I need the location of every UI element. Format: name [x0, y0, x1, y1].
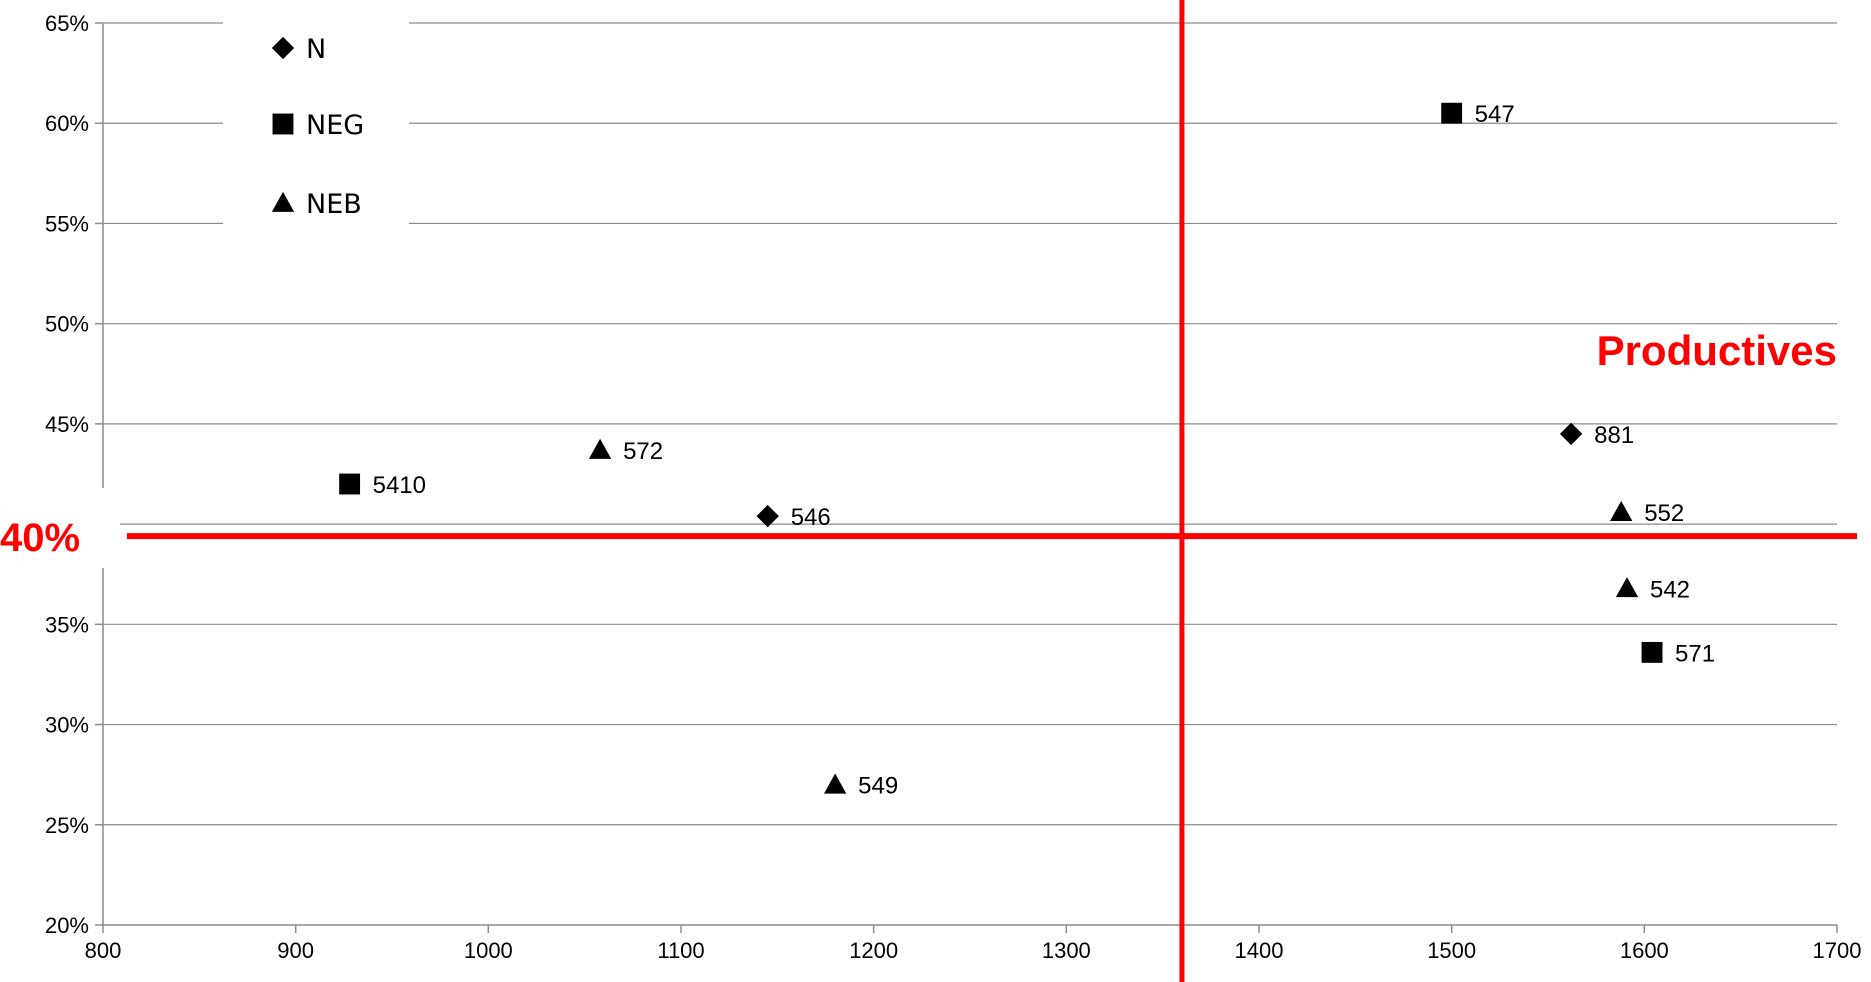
- y-tick-label: 65%: [45, 11, 89, 36]
- data-points: 546 881 5410 547 571 572 549 552 542: [339, 101, 1715, 800]
- y-tick-label: 35%: [45, 612, 89, 637]
- x-tick-label: 900: [277, 938, 314, 963]
- x-tick-label: 1500: [1427, 938, 1476, 963]
- point-triangle: [588, 438, 612, 459]
- axes: [95, 22, 1838, 933]
- point-label: 552: [1644, 500, 1684, 527]
- threshold-40-label: 40%: [0, 516, 80, 560]
- point-square: [1441, 102, 1463, 124]
- y-tick-label: 30%: [45, 713, 89, 738]
- x-tick-label: 1100: [657, 938, 704, 963]
- point-triangle: [823, 773, 847, 794]
- annotations: Productives 40%: [0, 327, 1837, 560]
- y-tick-label: 55%: [45, 211, 89, 236]
- annotation-mask: [0, 488, 120, 568]
- x-tick-label: 1400: [1235, 938, 1284, 963]
- point-diamond: [1559, 422, 1583, 446]
- point-diamond: [756, 504, 779, 528]
- legend-marker-square: [272, 113, 294, 135]
- point-label: 546: [791, 504, 831, 531]
- productives-label: Productives: [1597, 327, 1837, 374]
- legend-label: NEG: [306, 110, 364, 141]
- point-label: 549: [858, 773, 898, 800]
- y-tick-label: 25%: [45, 813, 89, 838]
- y-axis-tick-labels: 20% 25% 30% 35% 45% 50% 55% 60% 65%: [45, 11, 89, 938]
- x-tick-label: 1600: [1620, 938, 1669, 963]
- y-tick-label: 20%: [45, 913, 89, 938]
- point-triangle: [1615, 577, 1639, 598]
- legend-label: N: [306, 34, 326, 65]
- point-label: 571: [1675, 640, 1715, 667]
- point-label: 572: [623, 438, 663, 465]
- legend-marker-triangle: [271, 191, 295, 212]
- y-tick-label: 50%: [45, 312, 89, 337]
- legend: N NEG NEB: [223, 15, 409, 225]
- x-axis-tick-labels: 800 900 1000 1100 1200 1300 1400 1500 1600 1700: [85, 938, 1862, 963]
- legend-marker-diamond: [271, 36, 295, 60]
- x-tick-label: 1200: [849, 938, 898, 963]
- x-tick-label: 1700: [1813, 938, 1862, 963]
- x-tick-label: 1000: [464, 938, 513, 963]
- point-label: 5410: [373, 472, 426, 499]
- y-tick-label: 45%: [45, 412, 89, 437]
- point-square: [1641, 641, 1663, 663]
- point-square: [339, 473, 361, 495]
- legend-box: [223, 15, 409, 225]
- x-tick-label: 1300: [1042, 938, 1091, 963]
- x-tick-label: 800: [85, 938, 122, 963]
- point-label: 547: [1475, 101, 1515, 128]
- point-label: 542: [1650, 576, 1690, 603]
- y-tick-label: 60%: [45, 111, 89, 136]
- legend-label: NEB: [306, 189, 362, 220]
- point-label: 881: [1594, 422, 1634, 449]
- point-triangle: [1610, 500, 1633, 522]
